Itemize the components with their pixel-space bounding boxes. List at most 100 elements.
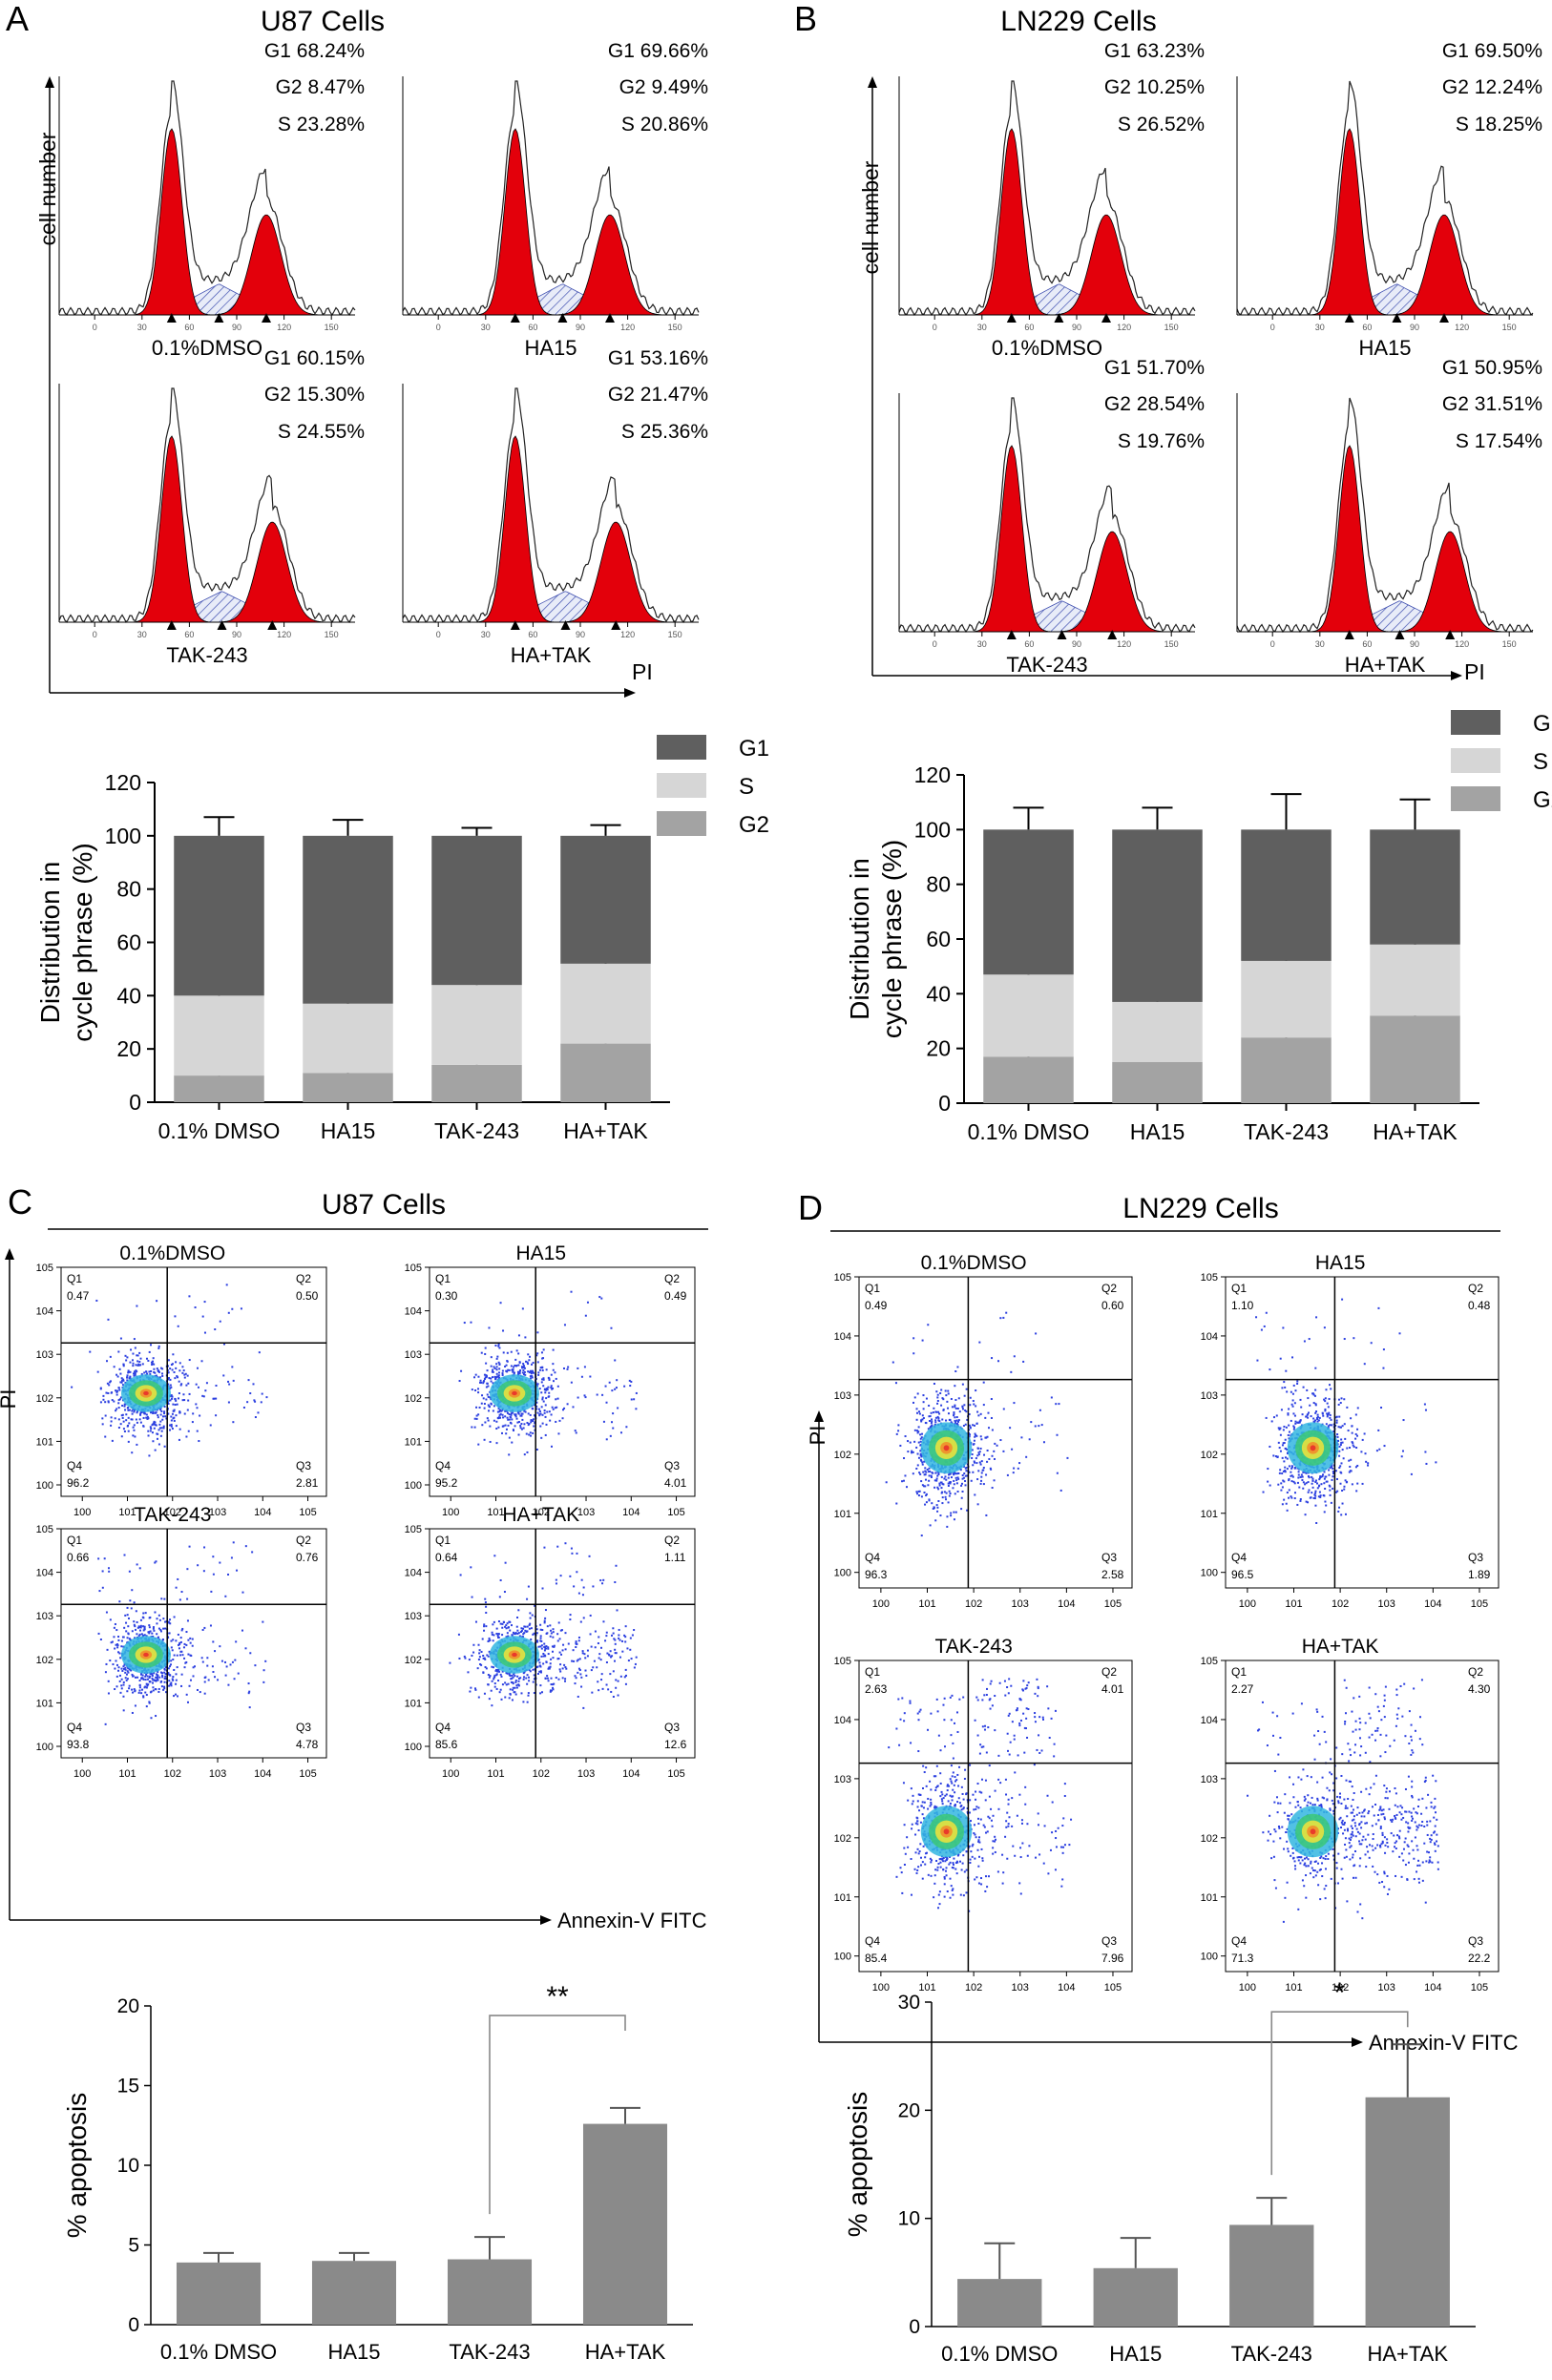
event-dot [1314, 1490, 1317, 1493]
event-dot [209, 1624, 212, 1627]
event-dot [228, 1383, 231, 1386]
event-dot [621, 1650, 624, 1653]
dot-plot: HA+TAKQ10.64Q21.11Q312.6Q485.61001001011… [405, 1504, 696, 1780]
event-dot [488, 1377, 491, 1380]
event-dot [921, 1786, 924, 1789]
event-dot [182, 1646, 185, 1649]
event-dot [133, 1637, 136, 1639]
event-dot [956, 1366, 959, 1368]
event-dot [965, 1470, 968, 1472]
event-dot [1277, 1483, 1280, 1486]
event-dot [947, 1482, 950, 1485]
event-dot [956, 1408, 959, 1410]
event-dot [201, 1660, 204, 1663]
event-dot [953, 1473, 955, 1476]
event-dot [897, 1424, 900, 1427]
event-dot [1356, 1428, 1359, 1430]
event-dot [555, 1582, 557, 1585]
event-dot [131, 1409, 134, 1412]
event-dot [920, 1534, 923, 1537]
event-dot [973, 1403, 975, 1406]
event-dot [927, 1324, 930, 1326]
decade-label: 102 [36, 1393, 53, 1405]
event-dot [168, 1680, 171, 1682]
event-dot [526, 1625, 529, 1628]
event-dot [214, 1328, 217, 1331]
event-dot [569, 1614, 572, 1617]
x-tick-label: HA+TAK [1373, 1119, 1458, 1144]
event-dot [130, 1607, 133, 1610]
event-dot [139, 1626, 142, 1629]
event-dot [483, 1373, 486, 1376]
event-dot [178, 1392, 180, 1395]
event-dot [1265, 1311, 1268, 1314]
event-dot [556, 1633, 559, 1636]
event-dot [1019, 1847, 1022, 1849]
event-dot [471, 1596, 473, 1598]
event-dot [891, 1361, 894, 1364]
event-dot [936, 1710, 939, 1713]
dot-sample-label: TAK-243 [134, 1504, 211, 1526]
event-dot [550, 1689, 553, 1692]
event-dot [526, 1701, 529, 1703]
event-dot [1260, 1328, 1263, 1331]
event-dot [151, 1681, 154, 1684]
event-dot [150, 1369, 153, 1372]
event-dot [953, 1414, 955, 1417]
panel-letter-b: B [794, 0, 817, 38]
event-dot [976, 1503, 979, 1506]
g2-percent: G2 9.49% [619, 76, 708, 98]
event-dot [618, 1634, 620, 1637]
peak-marker [1107, 630, 1118, 639]
event-dot [1276, 1456, 1279, 1459]
q2-value: 1.11 [664, 1551, 686, 1564]
event-dot [540, 1655, 543, 1658]
event-dot [974, 1857, 976, 1860]
event-dot [1282, 1429, 1285, 1431]
event-dot [508, 1436, 511, 1439]
event-dot [964, 1768, 967, 1771]
event-dot [1281, 1387, 1284, 1389]
q2-value: 0.50 [296, 1289, 319, 1303]
event-dot [579, 1620, 582, 1623]
event-dot [119, 1423, 122, 1426]
event-dot [614, 1639, 617, 1641]
event-dot [131, 1418, 134, 1421]
event-dot [997, 1360, 1000, 1363]
event-dot [589, 1375, 592, 1378]
event-dot [899, 1444, 902, 1447]
g2-percent: G2 10.25% [1104, 76, 1205, 98]
event-dot [165, 1691, 168, 1694]
event-dot [105, 1611, 108, 1614]
event-dot [590, 1669, 593, 1672]
q2-value: 0.48 [1468, 1299, 1491, 1312]
event-dot [493, 1419, 495, 1422]
event-dot [944, 1389, 947, 1392]
event-dot [934, 1421, 937, 1424]
event-dot [963, 1778, 966, 1781]
event-dot [1010, 1370, 1013, 1373]
event-dot [501, 1369, 504, 1372]
event-dot [546, 1677, 549, 1680]
event-dot [539, 1425, 542, 1428]
event-dot [160, 1672, 163, 1675]
event-dot [1294, 1422, 1297, 1425]
event-dot [522, 1427, 525, 1430]
event-dot [247, 1692, 250, 1695]
arrow-head [1451, 671, 1462, 680]
event-dot [1378, 1448, 1381, 1451]
event-dot [125, 1359, 128, 1362]
event-dot [605, 1635, 608, 1638]
hist-tick-label: 60 [184, 630, 194, 639]
event-dot [502, 1351, 505, 1354]
event-dot [136, 1421, 138, 1424]
event-dot [155, 1374, 157, 1377]
event-dot [160, 1430, 163, 1432]
event-dot [578, 1658, 581, 1660]
y-tick-label: 40 [926, 981, 951, 1006]
event-dot [569, 1618, 572, 1621]
event-dot [493, 1685, 496, 1688]
event-dot [536, 1361, 539, 1364]
event-dot [117, 1651, 120, 1654]
event-dot [917, 1456, 920, 1459]
